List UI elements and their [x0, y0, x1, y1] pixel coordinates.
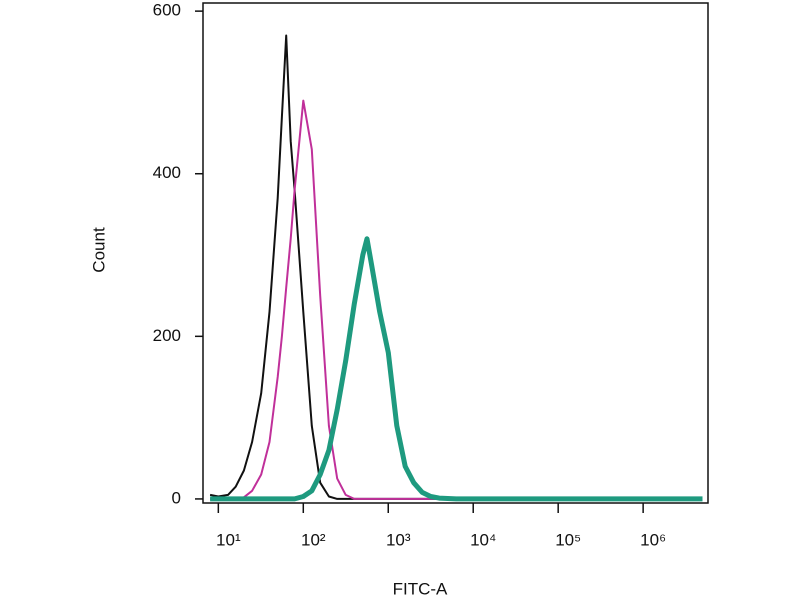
plot-frame — [202, 2, 709, 504]
x-tick-label: 10⁶ — [640, 530, 666, 549]
x-axis-title: FITC-A — [393, 579, 448, 598]
x-tick-label: 10⁴ — [470, 530, 496, 549]
series-line — [210, 99, 703, 500]
x-tick-label: 10³ — [386, 530, 411, 549]
series-line — [210, 236, 703, 502]
x-tick-label: 10⁵ — [555, 530, 581, 549]
series-line — [209, 34, 703, 500]
y-tick-label: 400 — [153, 163, 181, 182]
y-tick-label: 600 — [153, 1, 181, 20]
x-tick-label: 10¹ — [216, 530, 241, 549]
y-tick-label: 200 — [153, 326, 181, 345]
y-tick-label: 0 — [172, 488, 181, 507]
x-tick-label: 10² — [301, 530, 326, 549]
y-axis-title: Count — [89, 227, 108, 273]
